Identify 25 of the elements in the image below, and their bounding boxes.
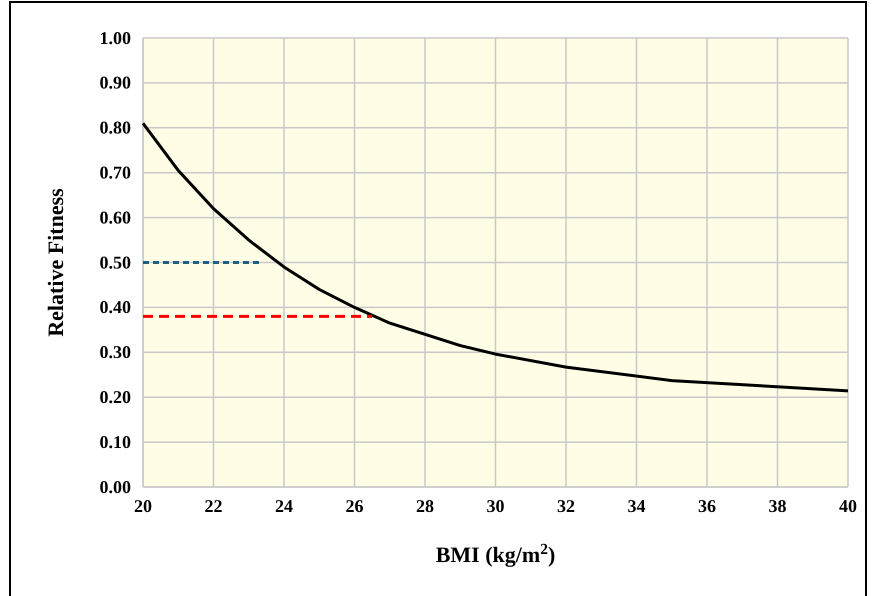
y-tick-label: 1.00 [100, 28, 131, 48]
x-tick-label: 30 [486, 496, 504, 516]
y-axis-title: Relative Fitness [43, 188, 68, 337]
y-tick-label: 0.80 [100, 118, 131, 138]
x-tick-label: 24 [275, 496, 293, 516]
y-tick-label: 0.40 [100, 297, 131, 318]
x-tick-label: 26 [346, 496, 364, 516]
x-tick-label: 22 [204, 496, 222, 516]
y-tick-label: 0.50 [100, 252, 131, 272]
x-tick-label: 28 [416, 496, 434, 516]
y-tick-label: 0.30 [100, 342, 131, 362]
x-tick-label: 38 [768, 496, 786, 516]
y-tick-label: 0.90 [100, 72, 131, 93]
x-tick-label: 32 [557, 496, 575, 516]
y-tick-label: 0.70 [100, 162, 131, 182]
line-series [142, 122, 850, 392]
y-tick-label: 0.20 [100, 386, 131, 407]
x-tick-label: 34 [628, 496, 646, 516]
x-tick-label: 20 [134, 496, 152, 516]
x-tick-label: 40 [839, 496, 857, 516]
y-tick-label: 0.10 [100, 432, 131, 452]
y-tick-label: 0.60 [100, 207, 131, 228]
y-tick-label: 0.00 [100, 476, 131, 497]
x-axis-title: BMI (kg/m$^{2}$) [436, 540, 556, 567]
x-tick-label: 36 [698, 496, 716, 516]
